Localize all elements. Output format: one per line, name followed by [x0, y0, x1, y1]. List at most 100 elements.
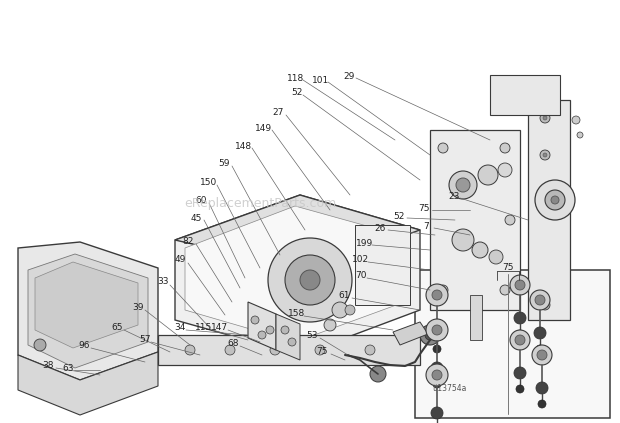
Text: 102: 102 [352, 255, 370, 264]
Circle shape [438, 143, 448, 153]
Circle shape [538, 400, 546, 408]
Circle shape [516, 330, 524, 338]
Circle shape [505, 215, 515, 225]
Text: 75: 75 [502, 264, 514, 272]
Circle shape [545, 190, 565, 210]
Circle shape [431, 327, 443, 339]
Text: 45: 45 [190, 214, 202, 222]
Circle shape [515, 335, 525, 345]
Circle shape [543, 116, 547, 120]
Polygon shape [528, 100, 570, 320]
Text: 148: 148 [236, 142, 252, 151]
Circle shape [432, 325, 442, 335]
Circle shape [332, 302, 348, 318]
Circle shape [281, 326, 289, 334]
Text: 115: 115 [195, 324, 213, 332]
Circle shape [432, 290, 442, 300]
Circle shape [324, 319, 336, 331]
Circle shape [537, 350, 547, 360]
Circle shape [532, 345, 552, 365]
Circle shape [315, 345, 325, 355]
Circle shape [456, 178, 470, 192]
Circle shape [472, 242, 488, 258]
Text: 59: 59 [218, 159, 230, 168]
Polygon shape [248, 302, 276, 350]
Circle shape [370, 366, 386, 382]
Text: 63: 63 [62, 363, 74, 373]
Circle shape [535, 295, 545, 305]
Text: 149: 149 [255, 124, 273, 132]
Polygon shape [393, 322, 428, 345]
Text: ti13754a: ti13754a [433, 384, 467, 393]
Circle shape [345, 305, 355, 315]
Circle shape [268, 238, 352, 322]
Text: 150: 150 [200, 178, 218, 187]
Text: 158: 158 [288, 310, 306, 319]
Text: 26: 26 [374, 223, 386, 233]
Text: 118: 118 [288, 74, 304, 82]
Polygon shape [18, 242, 158, 380]
Circle shape [489, 250, 503, 264]
Text: 61: 61 [339, 291, 350, 300]
Circle shape [365, 345, 375, 355]
Circle shape [225, 345, 235, 355]
Text: 53: 53 [306, 332, 317, 341]
Text: 68: 68 [228, 340, 239, 349]
Circle shape [449, 171, 477, 199]
Text: 27: 27 [272, 107, 284, 116]
Polygon shape [175, 195, 420, 355]
Circle shape [300, 270, 320, 290]
Circle shape [534, 327, 546, 339]
Text: 38: 38 [42, 360, 54, 370]
Circle shape [270, 345, 280, 355]
Polygon shape [18, 352, 158, 415]
Text: 52: 52 [291, 88, 303, 96]
Text: 75: 75 [418, 203, 430, 212]
Circle shape [478, 165, 498, 185]
Polygon shape [175, 195, 420, 270]
Text: 57: 57 [140, 335, 151, 344]
Circle shape [500, 143, 510, 153]
Circle shape [510, 275, 530, 295]
Circle shape [452, 229, 474, 251]
Circle shape [514, 312, 526, 324]
Text: 23: 23 [448, 192, 459, 201]
Text: 33: 33 [157, 277, 169, 286]
Text: 65: 65 [111, 322, 123, 332]
Text: 7: 7 [423, 222, 429, 231]
Bar [470, 295, 482, 340]
Circle shape [540, 150, 550, 160]
Text: 70: 70 [355, 272, 367, 280]
Text: 34: 34 [174, 324, 185, 332]
Bar [355, 225, 410, 305]
Text: 29: 29 [343, 71, 355, 80]
Circle shape [510, 330, 530, 350]
Polygon shape [35, 262, 138, 348]
Bar [415, 270, 610, 418]
Text: 49: 49 [174, 255, 185, 264]
Circle shape [426, 284, 448, 306]
Circle shape [433, 345, 441, 353]
Circle shape [285, 255, 335, 305]
Text: 96: 96 [78, 341, 90, 349]
Text: 75: 75 [316, 348, 328, 357]
Circle shape [426, 364, 448, 386]
Circle shape [258, 331, 266, 339]
Circle shape [551, 196, 559, 204]
Polygon shape [185, 206, 410, 342]
Circle shape [530, 290, 550, 310]
Polygon shape [490, 75, 560, 115]
Circle shape [572, 116, 580, 124]
Circle shape [543, 303, 547, 307]
Circle shape [514, 367, 526, 379]
Circle shape [577, 132, 583, 138]
Polygon shape [430, 130, 520, 310]
Circle shape [34, 339, 46, 351]
Circle shape [426, 319, 448, 341]
Text: 52: 52 [393, 212, 405, 220]
Text: eReplacementParts.com: eReplacementParts.com [184, 197, 337, 209]
Circle shape [425, 330, 435, 340]
Text: 60: 60 [195, 195, 206, 204]
Text: 82: 82 [182, 236, 193, 245]
Polygon shape [276, 314, 300, 360]
